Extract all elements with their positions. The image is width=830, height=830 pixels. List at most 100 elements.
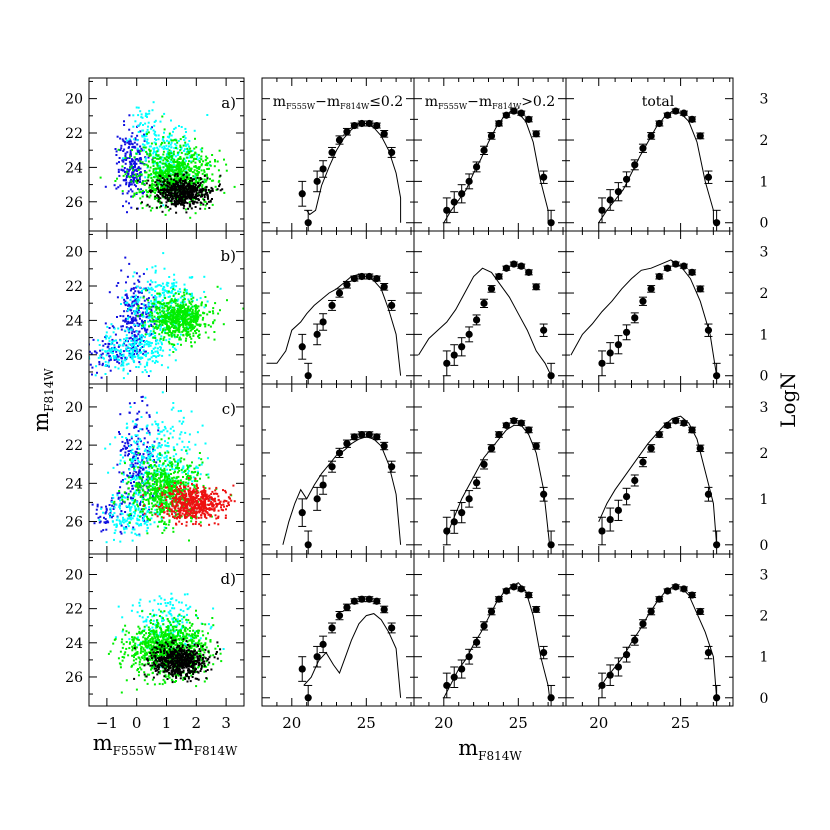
cmd-point bbox=[176, 200, 179, 203]
cmd-point bbox=[149, 370, 152, 373]
cmd-point bbox=[116, 492, 119, 495]
cmd-point bbox=[174, 312, 177, 315]
cmd-point bbox=[179, 338, 182, 341]
cmd-point bbox=[179, 157, 182, 160]
cmd-point bbox=[102, 344, 105, 347]
cmd-point bbox=[181, 171, 184, 174]
cmd-point bbox=[150, 472, 153, 475]
cmd-point bbox=[164, 172, 166, 174]
cmd-point bbox=[180, 126, 183, 128]
cmd-point bbox=[169, 300, 172, 303]
cmd-point bbox=[135, 175, 138, 178]
cmd-point bbox=[225, 500, 228, 503]
cmd-point bbox=[148, 476, 151, 479]
cmd-point bbox=[177, 327, 180, 330]
cmd-point bbox=[127, 173, 130, 176]
cmd-point bbox=[175, 285, 178, 288]
cmd-point bbox=[145, 353, 148, 356]
cmd-point bbox=[113, 327, 116, 330]
cmd-point bbox=[190, 156, 192, 159]
cmd-point bbox=[183, 317, 186, 320]
cmd-point bbox=[109, 443, 112, 446]
cmd-point bbox=[154, 133, 157, 136]
cmd-point bbox=[160, 469, 163, 472]
cmd-point bbox=[199, 477, 201, 480]
cmd-point bbox=[125, 527, 128, 530]
cmd-point bbox=[187, 168, 190, 171]
cmd-point bbox=[172, 495, 175, 498]
cmd-point bbox=[150, 508, 153, 511]
cmd-point bbox=[159, 313, 162, 316]
cmd-point bbox=[151, 505, 154, 508]
cmd-point bbox=[161, 391, 164, 394]
cmd-point bbox=[122, 150, 125, 152]
cmd-point bbox=[152, 162, 155, 165]
cmd-point bbox=[171, 321, 174, 324]
cmd-point bbox=[144, 146, 147, 149]
cmd-point bbox=[175, 318, 177, 321]
cmd-point bbox=[189, 475, 192, 478]
cmd-point bbox=[165, 201, 168, 204]
cmd-point bbox=[157, 513, 160, 516]
cmd-point bbox=[116, 135, 119, 138]
cmd-point bbox=[120, 480, 123, 483]
cmd-point bbox=[126, 141, 129, 144]
cmd-point bbox=[188, 166, 191, 169]
cmd-point bbox=[146, 424, 149, 427]
cmd-point bbox=[126, 337, 129, 340]
cmd-point bbox=[158, 315, 161, 318]
cmd-point bbox=[138, 356, 141, 359]
cmd-point bbox=[206, 157, 209, 160]
cmd-point bbox=[186, 513, 189, 516]
cmd-point bbox=[174, 174, 177, 177]
cmd-point bbox=[156, 292, 159, 295]
cmd-point bbox=[114, 436, 117, 439]
cmd-point bbox=[126, 327, 129, 330]
cmd-point bbox=[195, 174, 198, 177]
cmd-point bbox=[203, 178, 206, 181]
cmd-point bbox=[124, 317, 127, 320]
cmd-point bbox=[158, 333, 161, 336]
cmd-point bbox=[156, 360, 159, 363]
cmd-point bbox=[136, 476, 139, 479]
cmd-point bbox=[203, 169, 206, 172]
cmd-point bbox=[177, 329, 180, 332]
cmd-point bbox=[162, 150, 165, 153]
cmd-point bbox=[155, 489, 158, 492]
cmd-point bbox=[139, 470, 142, 473]
cmd-point bbox=[119, 507, 121, 510]
cmd-point bbox=[172, 318, 175, 321]
cmd-point bbox=[171, 182, 173, 185]
cmd-point bbox=[138, 476, 141, 479]
cmd-point bbox=[133, 481, 135, 483]
cmd-point bbox=[193, 182, 196, 185]
cmd-point bbox=[152, 152, 155, 155]
cmd-point bbox=[187, 176, 190, 179]
cmd-point bbox=[117, 148, 120, 151]
cmd-point bbox=[120, 532, 123, 535]
cmd-point bbox=[159, 509, 162, 512]
cmd-point bbox=[138, 334, 141, 337]
cmd-point bbox=[190, 200, 193, 203]
cmd-point bbox=[136, 134, 139, 137]
cmd-point bbox=[155, 495, 158, 498]
cmd-point bbox=[191, 314, 194, 317]
cmd-point bbox=[154, 142, 157, 145]
cmd-point bbox=[149, 166, 152, 169]
cmd-point bbox=[165, 326, 168, 329]
cmd-point bbox=[176, 162, 179, 165]
cmd-point bbox=[210, 496, 213, 499]
cmd-point bbox=[136, 179, 139, 182]
cmd-point bbox=[149, 194, 152, 197]
cmd-point bbox=[161, 194, 164, 197]
cmd-point bbox=[158, 488, 161, 491]
cmd-point bbox=[185, 187, 187, 190]
cmd-point bbox=[107, 345, 110, 348]
cmd-point bbox=[171, 202, 174, 205]
cmd-point bbox=[180, 498, 183, 501]
cmd-point bbox=[135, 272, 138, 275]
cmd-point bbox=[173, 160, 176, 163]
cmd-point bbox=[209, 160, 212, 163]
cmd-point bbox=[149, 464, 152, 466]
cmd-point bbox=[113, 359, 116, 361]
